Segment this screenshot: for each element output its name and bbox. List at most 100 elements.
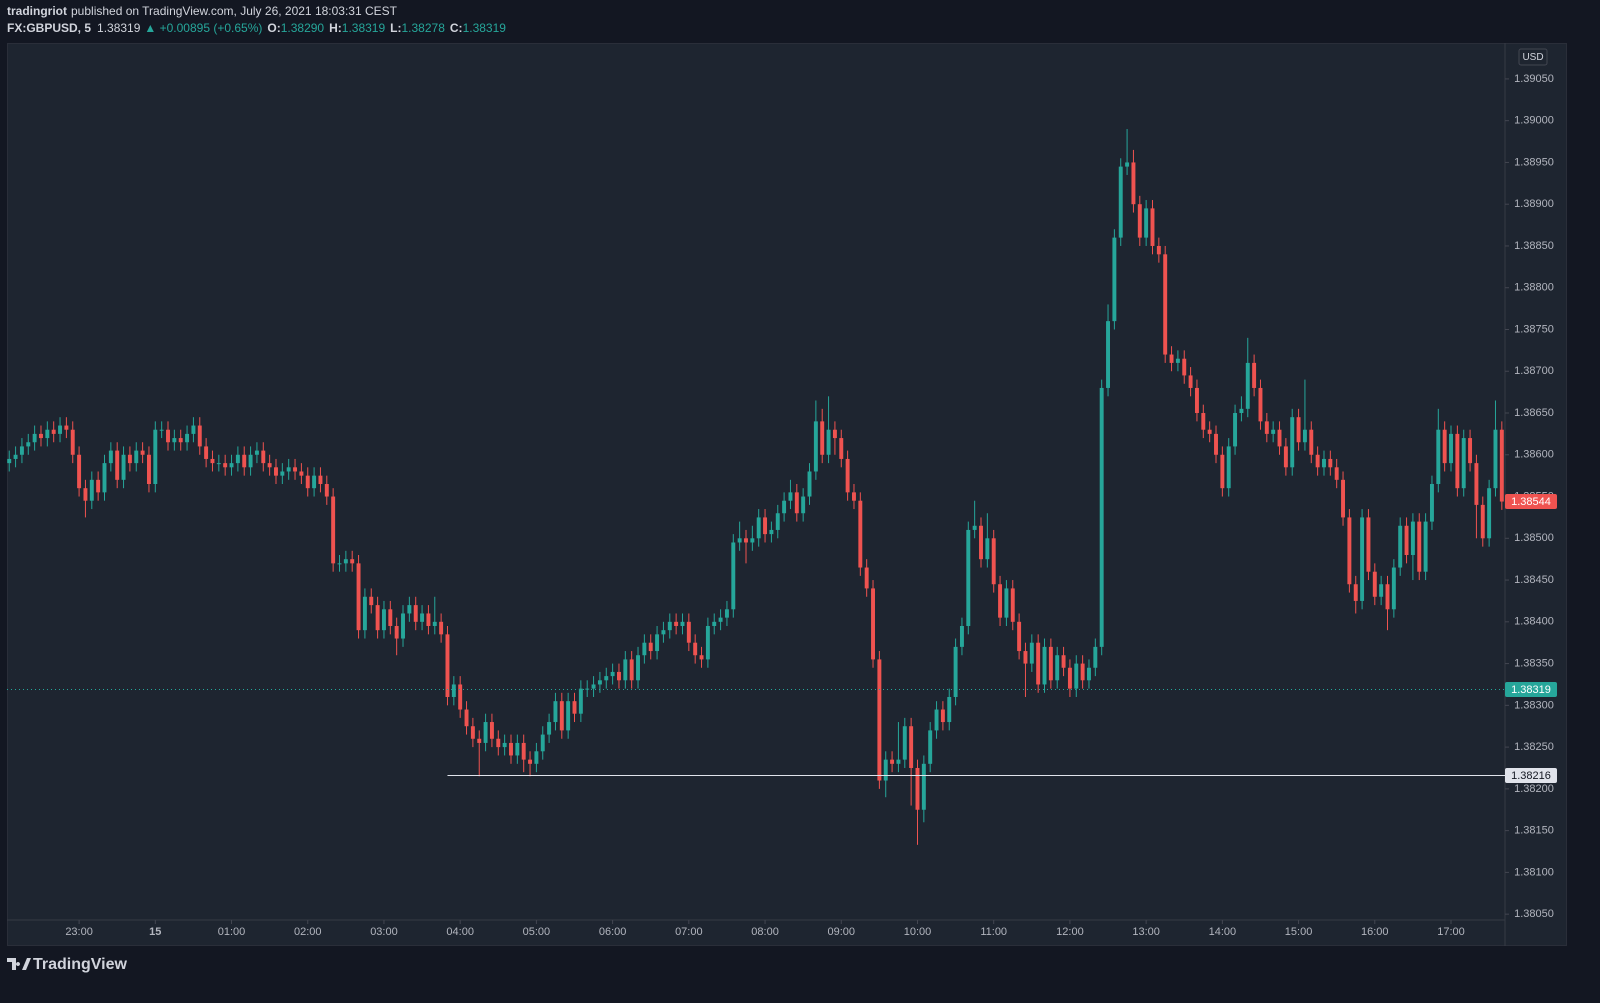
candle-body <box>648 642 653 652</box>
candle-body <box>229 463 234 468</box>
candle-body <box>705 625 710 660</box>
candle-body <box>807 471 812 497</box>
candle-body <box>7 458 12 464</box>
y-tick-label: 1.38600 <box>1514 449 1554 461</box>
candle-body <box>718 617 723 622</box>
candle-body <box>858 500 863 568</box>
candle-body <box>1385 584 1390 610</box>
candle-body <box>267 463 272 468</box>
candle-body <box>1074 663 1079 689</box>
x-tick-label: 15 <box>149 926 161 938</box>
y-tick-label: 1.38100 <box>1514 866 1554 878</box>
candle-body <box>1379 584 1384 597</box>
author: tradingriot <box>7 4 67 18</box>
candle-body <box>616 671 621 681</box>
candle-body <box>127 454 132 464</box>
candle-body <box>534 751 539 764</box>
x-tick-label: 06:00 <box>599 926 627 938</box>
candle-body <box>1163 254 1168 355</box>
candle-body <box>178 438 183 443</box>
published: published on TradingView.com, July 26, 2… <box>71 4 398 18</box>
candle-body <box>1017 621 1022 652</box>
y-tick-label: 1.39000 <box>1514 115 1554 127</box>
candle-body <box>1283 446 1288 468</box>
y-tick-label: 1.38050 <box>1514 908 1554 920</box>
candle-body <box>439 621 444 635</box>
candle-body <box>521 742 526 760</box>
candle-body <box>146 454 151 485</box>
candle-body <box>121 454 126 480</box>
candle-body <box>1067 667 1072 689</box>
logo: TradingView <box>7 956 128 973</box>
candle-body <box>108 450 113 464</box>
candle-body <box>401 613 405 639</box>
candle-body <box>388 609 393 626</box>
price-line-tag-box <box>1505 681 1557 697</box>
candle-body <box>1353 584 1358 601</box>
candle-body <box>1004 588 1009 618</box>
candle-body <box>381 609 386 631</box>
candle-body <box>788 492 793 501</box>
candle-body <box>1277 429 1282 447</box>
y-tick-label: 1.38150 <box>1514 825 1554 837</box>
candle-body <box>191 425 196 434</box>
candle-body <box>1328 458 1333 468</box>
candle-body <box>1150 208 1155 246</box>
candle-body <box>248 454 253 468</box>
candle-body <box>883 759 888 781</box>
candle-body <box>235 454 240 464</box>
candle-body <box>1417 521 1422 572</box>
currency-label: USD <box>1522 52 1543 63</box>
candle-body <box>737 538 742 543</box>
legend-line: FX:GBPUSD, 5 1.38319 ▲ +0.00895 (+0.65%) O:… <box>7 21 506 35</box>
candle-body <box>623 659 628 681</box>
candle-body <box>166 429 170 443</box>
candle-body <box>852 492 856 501</box>
candle-body <box>115 450 120 480</box>
candle-body <box>921 763 926 810</box>
candle-body <box>553 701 558 723</box>
candle-body <box>1125 162 1130 167</box>
candle-body <box>19 446 24 455</box>
x-tick-label: 07:00 <box>675 926 703 938</box>
candle-body <box>1099 387 1104 647</box>
candle-body <box>1010 588 1015 622</box>
candle-body <box>426 613 431 626</box>
candle-body <box>1258 387 1263 422</box>
candle-body <box>470 726 475 739</box>
candle-body <box>915 767 920 810</box>
candle-body <box>597 680 602 685</box>
last: 1.38319 <box>97 21 141 35</box>
candle-body <box>1087 667 1091 681</box>
candle-body <box>832 429 837 439</box>
candle-body <box>1061 655 1066 668</box>
candle-body <box>1341 479 1346 518</box>
y-tick-label: 1.38800 <box>1514 282 1554 294</box>
candle-body <box>1487 488 1492 539</box>
logo-mark <box>7 958 31 970</box>
candle-body <box>1112 237 1117 322</box>
candle-body <box>1296 417 1301 443</box>
candle-body <box>959 625 964 647</box>
candle-body <box>1252 362 1257 388</box>
candle-body <box>420 613 425 622</box>
candle-body <box>242 454 247 468</box>
x-tick-label: 14:00 <box>1209 926 1237 938</box>
candle-body <box>432 621 437 626</box>
candle-body <box>331 496 336 564</box>
y-tick-label: 1.39050 <box>1514 73 1554 85</box>
y-tick-label: 1.38900 <box>1514 198 1554 210</box>
candle-body <box>1182 358 1187 376</box>
candle-body <box>153 429 158 485</box>
candle-body <box>1366 517 1371 572</box>
candle-body <box>775 513 780 530</box>
candle-body <box>1391 567 1396 610</box>
candle-body <box>1207 429 1212 434</box>
candle-body <box>845 458 850 493</box>
candle-body <box>51 429 56 434</box>
candle-body <box>1271 429 1276 434</box>
candle-body <box>70 429 75 455</box>
candle-body <box>89 479 94 501</box>
y-tick-label: 1.38250 <box>1514 741 1554 753</box>
candle-body <box>1029 642 1034 664</box>
